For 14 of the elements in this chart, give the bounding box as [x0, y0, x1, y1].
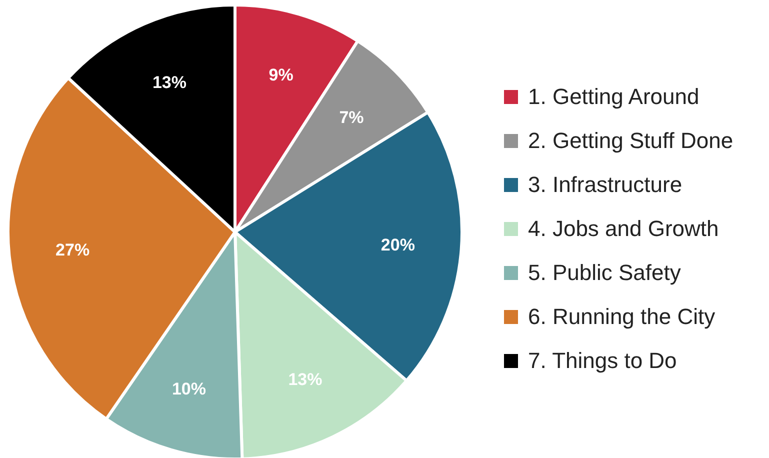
data-label: 27%: [56, 240, 90, 260]
data-label: 20%: [380, 235, 415, 254]
legend-label: 7. Things to Do: [528, 348, 677, 374]
legend-label: 2. Getting Stuff Done: [528, 128, 734, 154]
data-label: 9%: [268, 66, 294, 85]
legend-label: 1. Getting Around: [528, 84, 700, 110]
legend-label: 5. Public Safety: [528, 260, 681, 286]
data-label: 13%: [152, 72, 186, 92]
legend-label: 3. Infrastructure: [528, 172, 682, 198]
legend-label: 6. Running the City: [528, 304, 716, 330]
data-label: 7%: [339, 108, 364, 127]
data-label: 10%: [172, 379, 206, 398]
legend-label: 4. Jobs and Growth: [528, 216, 719, 242]
data-label: 13%: [288, 370, 322, 390]
